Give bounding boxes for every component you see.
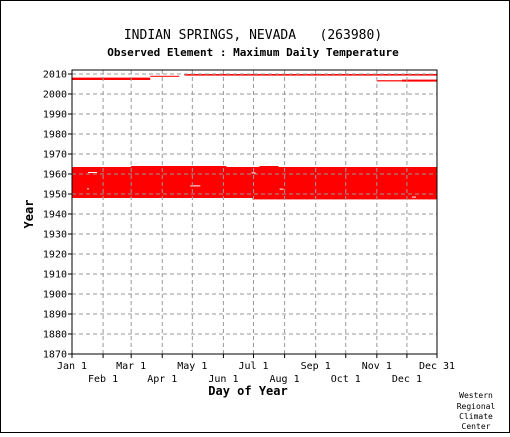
chart-title: INDIAN SPRINGS, NEVADA (263980)	[124, 28, 382, 43]
y-tick-label: 2000	[43, 90, 67, 101]
x-tick-label: Mar 1	[116, 361, 146, 372]
data-gap	[251, 172, 256, 174]
data-gap	[279, 188, 284, 190]
data-block	[376, 80, 402, 82]
plot-area-border	[71, 69, 438, 355]
x-axis-label: Day of Year	[208, 384, 287, 398]
data-block	[184, 74, 437, 76]
credit-line: Regional	[457, 402, 496, 411]
credit-line: Western	[459, 391, 493, 400]
y-tick-label: 1920	[43, 250, 67, 261]
data-block	[72, 167, 437, 198]
y-tick-label: 1890	[43, 310, 67, 321]
x-tick-label: Feb 1	[88, 374, 118, 385]
y-tick-label: 1970	[43, 150, 67, 161]
y-axis-label: Year	[22, 200, 36, 229]
data-gap	[87, 188, 90, 190]
y-tick-label: 1980	[43, 130, 67, 141]
x-tick-label: Dec 31	[419, 361, 455, 372]
data-gap	[190, 185, 201, 187]
data-gap	[88, 172, 98, 173]
x-tick-label: Jun 1	[208, 374, 238, 385]
y-tick-label: 2010	[43, 70, 67, 81]
x-tick-label: May 1	[177, 361, 207, 372]
y-tick-label: 1940	[43, 210, 67, 221]
y-tick-label: 1960	[43, 170, 67, 181]
y-tick-label: 1910	[43, 270, 67, 281]
y-tick-label: 1950	[43, 190, 67, 201]
credit-block: Western Regional Climate Center	[457, 391, 496, 431]
y-tick-label: 1870	[43, 350, 67, 361]
data-block	[401, 79, 437, 82]
data-block	[72, 77, 151, 80]
y-tick-label: 1990	[43, 110, 67, 121]
x-tick-label: Apr 1	[147, 374, 177, 385]
grid-layer	[72, 70, 437, 354]
data-gap	[401, 76, 404, 78]
x-tick-label: Sep 1	[301, 361, 331, 372]
data-block	[252, 198, 437, 200]
y-tick-label: 1900	[43, 290, 67, 301]
data-layer	[72, 74, 437, 200]
x-tick-label: Dec 1	[392, 374, 422, 385]
x-tick-label: Jan 1	[57, 361, 87, 372]
data-gap	[411, 196, 416, 198]
data-block	[131, 166, 227, 167]
data-block	[150, 75, 180, 77]
credit-line: Center	[462, 422, 491, 431]
x-tick-label: Oct 1	[331, 374, 361, 385]
y-tick-label: 1880	[43, 330, 67, 341]
x-tick-label: Jul 1	[238, 361, 268, 372]
chart-subtitle: Observed Element : Maximum Daily Tempera…	[107, 46, 399, 59]
x-tick-label: Nov 1	[362, 361, 392, 372]
x-tick-label: Aug 1	[270, 374, 300, 385]
y-tick-labels: 1870 1880 1890 1900 1910 1920 1930 1940 1950 1960…	[43, 70, 72, 361]
credit-line: Climate	[459, 412, 493, 421]
data-block	[259, 166, 279, 167]
y-tick-label: 1930	[43, 230, 67, 241]
